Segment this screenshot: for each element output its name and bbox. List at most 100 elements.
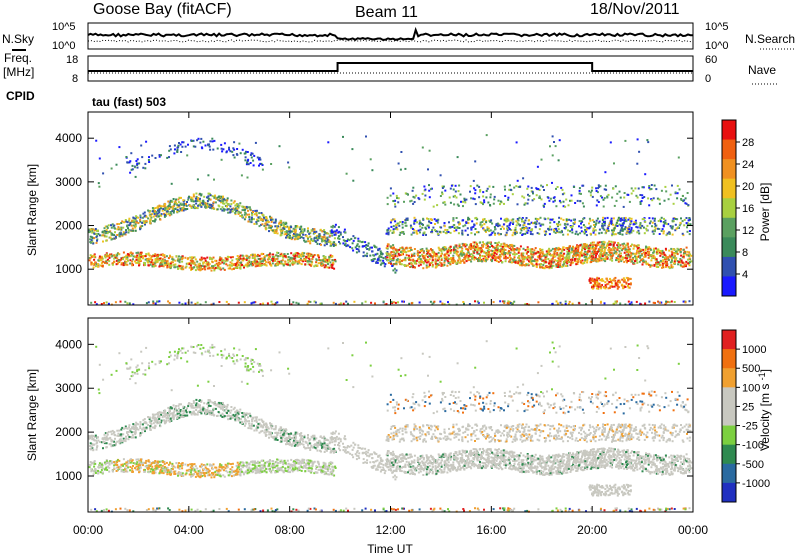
power-pixel — [604, 284, 607, 287]
power-pixel — [284, 255, 287, 258]
power-pixel — [221, 206, 224, 209]
power-pixel — [107, 224, 110, 227]
power-pixel — [156, 212, 159, 215]
power-pixel — [395, 226, 398, 229]
power-pixel — [433, 254, 435, 257]
power-pixel — [190, 262, 193, 265]
power-pixel — [302, 255, 305, 258]
power-pixel — [392, 230, 395, 233]
power-pixel — [639, 226, 642, 229]
power-pixel — [676, 260, 679, 262]
power-pixel — [171, 256, 174, 259]
power-pixel — [496, 222, 499, 225]
power-pixel — [342, 236, 344, 239]
power-pixel — [91, 240, 94, 243]
beam-title: Beam 11 — [355, 4, 418, 21]
power-pixel — [210, 205, 213, 208]
power-pixel — [258, 164, 260, 167]
power-pixel — [589, 281, 592, 284]
power-pixel — [202, 262, 205, 265]
power-pixel — [193, 256, 196, 259]
power-pixel — [585, 256, 588, 258]
power-pixel — [105, 255, 108, 257]
power-pixel — [598, 228, 601, 231]
power-pixel — [609, 249, 612, 252]
power-pixel — [460, 200, 462, 203]
power-pixel — [294, 261, 297, 264]
power-pixel — [255, 221, 258, 223]
power-pixel — [542, 259, 545, 262]
power-pixel — [233, 208, 236, 211]
power-pixel — [565, 223, 568, 226]
power-pixel — [542, 264, 545, 266]
power-pixel — [577, 250, 579, 253]
power-pixel — [231, 150, 234, 153]
power-pixel — [547, 196, 550, 199]
power-pixel — [134, 255, 137, 258]
power-pixel — [459, 253, 462, 256]
power-pixel — [224, 205, 227, 207]
power-pixel — [518, 247, 521, 250]
power-pixel — [175, 255, 178, 258]
power-pixel — [472, 241, 475, 244]
power-pixel — [488, 185, 491, 188]
power-pixel — [268, 230, 270, 233]
power-pixel — [550, 261, 553, 264]
power-pixel — [448, 196, 451, 199]
power-pixel — [469, 259, 472, 261]
power-pixel — [606, 196, 609, 199]
power-pixel — [519, 224, 522, 227]
power-pixel — [633, 222, 636, 225]
power-pixel — [581, 254, 583, 257]
power-pixel — [625, 282, 628, 285]
power-pixel — [229, 208, 232, 211]
power-pixel — [192, 145, 195, 148]
power-pixel — [167, 200, 170, 203]
power-pixel — [603, 228, 606, 231]
power-pixel — [526, 246, 529, 249]
power-pixel — [605, 230, 608, 233]
power-pixel — [246, 176, 249, 179]
power-pixel — [440, 254, 443, 257]
power-pixel — [478, 196, 481, 199]
power-pixel — [614, 185, 617, 188]
power-pixel — [623, 242, 626, 245]
power-pixel — [156, 215, 159, 218]
power-pixel — [230, 203, 233, 206]
power-pixel — [246, 159, 249, 162]
power-pixel — [273, 221, 276, 224]
power-pixel — [636, 261, 639, 264]
power-pixel — [597, 287, 600, 290]
power-pixel — [450, 257, 453, 259]
power-pixel — [673, 252, 676, 255]
power-pixel — [639, 259, 642, 262]
power-pixel — [610, 257, 613, 260]
power-pixel — [297, 236, 300, 239]
power-pixel — [307, 240, 310, 243]
power-pixel — [210, 266, 213, 269]
power-pixel — [500, 217, 502, 220]
power-pixel — [591, 286, 593, 289]
power-pixel — [560, 231, 562, 234]
power-pixel — [236, 266, 239, 269]
power-pixel — [393, 267, 396, 270]
power-pixel — [168, 156, 170, 159]
power-pixel — [520, 252, 523, 255]
power-pixel — [258, 158, 260, 161]
power-pixel — [265, 227, 268, 230]
power-pixel — [622, 244, 625, 247]
power-pixel — [226, 205, 228, 208]
power-pixel — [199, 266, 202, 269]
power-pixel — [147, 261, 150, 264]
power-pixel — [480, 250, 483, 253]
power-pixel — [619, 302, 622, 305]
power-pixel — [158, 265, 161, 268]
power-pixel — [314, 264, 317, 267]
power-pixel — [626, 229, 629, 232]
power-pixel — [170, 264, 173, 267]
power-pixel — [111, 237, 114, 240]
power-pixel — [421, 192, 424, 195]
power-pixel — [518, 216, 521, 219]
power-pixel — [387, 227, 390, 230]
power-pixel — [129, 259, 132, 262]
